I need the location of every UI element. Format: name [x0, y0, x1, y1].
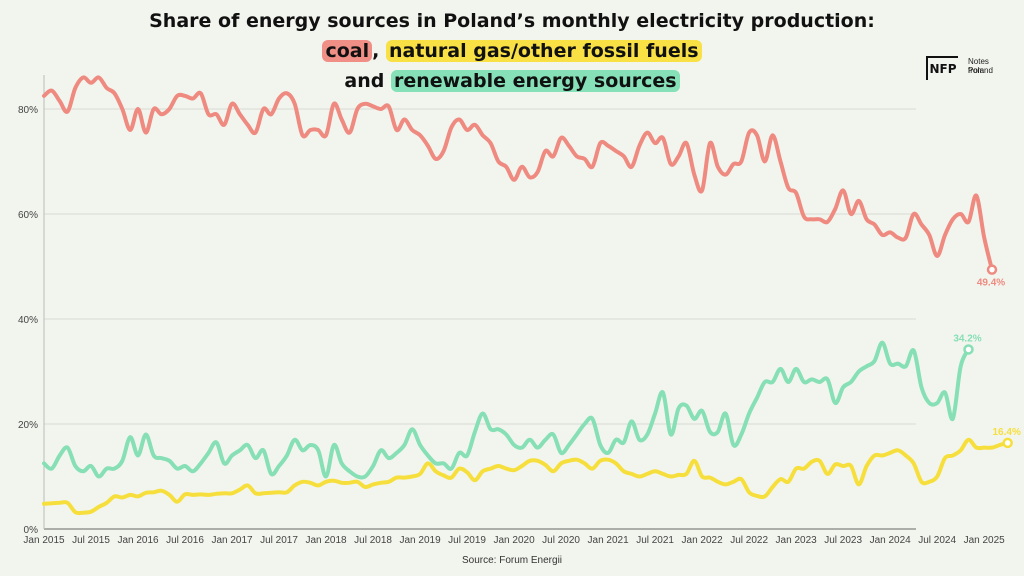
x-tick-label: Jul 2021	[636, 535, 674, 546]
x-tick-label: Jan 2016	[117, 535, 159, 546]
y-tick-label: 60%	[18, 210, 38, 221]
x-tick-label: Jul 2024	[918, 535, 956, 546]
y-tick-label: 20%	[18, 420, 38, 431]
x-tick-label: Jul 2020	[542, 535, 580, 546]
source-note: Source: Forum Energii	[461, 555, 563, 566]
x-tick-label: Jan 2021	[588, 535, 630, 546]
title-line-2: coal, natural gas/other fossil fuels	[0, 36, 1024, 66]
x-tick-label: Jan 2015	[23, 535, 65, 546]
end-markers: 49.4% 16.4% 34.2%	[953, 264, 1021, 449]
y-tick-label: 40%	[18, 315, 38, 326]
title-comma: ,	[372, 40, 380, 62]
end-point-gas	[1002, 437, 1013, 449]
series-line-coal	[42, 75, 994, 272]
x-tick-label: Jul 2015	[72, 535, 110, 546]
x-axis-ticks: Jan 2015 Jul 2015 Jan 2016 Jul 2016 Jan 2017…	[23, 535, 1005, 546]
logo-text-line-2: Poland	[968, 66, 993, 75]
x-tick-label: Jan 2019	[399, 535, 441, 546]
title-line-3: and renewable energy sources	[0, 66, 1024, 96]
title-and: and	[344, 70, 385, 92]
y-tick-label: 80%	[18, 105, 38, 116]
x-tick-label: Jul 2017	[260, 535, 298, 546]
end-label-renewables: 34.2%	[953, 333, 981, 344]
x-tick-label: Jul 2022	[730, 535, 768, 546]
end-point-renewables	[963, 344, 974, 355]
title-line-1: Share of energy sources in Poland’s mont…	[149, 10, 875, 32]
end-point-coal	[986, 264, 998, 275]
end-label-coal: 49.4%	[977, 278, 1005, 289]
logo-text-line-1: Notes from	[968, 57, 989, 75]
title-coal-highlight: coal	[322, 40, 373, 62]
series-line-gas	[42, 437, 1010, 516]
gridlines	[43, 75, 916, 530]
x-tick-label: Jul 2016	[166, 535, 204, 546]
logo-mark: NFP	[926, 56, 958, 80]
x-tick-label: Jul 2019	[448, 535, 486, 546]
title-renewables-highlight: renewable energy sources	[390, 70, 680, 92]
x-tick-label: Jan 2017	[211, 535, 253, 546]
x-tick-label: Jan 2024	[870, 535, 912, 546]
series-lines	[42, 75, 1010, 516]
x-tick-label: Jul 2023	[824, 535, 862, 546]
nfp-logo: NFP Notes from Poland	[926, 52, 1006, 92]
y-axis-ticks: 0% 20% 40% 60% 80%	[18, 105, 38, 536]
x-tick-label: Jan 2020	[494, 535, 536, 546]
chart-title: Share of energy sources in Poland’s mont…	[0, 6, 1024, 96]
x-tick-label: Jan 2018	[305, 535, 347, 546]
x-tick-label: Jan 2025	[964, 535, 1006, 546]
series-line-renewables	[42, 340, 971, 480]
y-tick-label: 0%	[24, 525, 39, 536]
end-label-gas: 16.4%	[992, 427, 1020, 438]
x-tick-label: Jul 2018	[354, 535, 392, 546]
title-gas-highlight: natural gas/other fossil fuels	[385, 40, 702, 62]
x-tick-label: Jan 2022	[682, 535, 724, 546]
x-tick-label: Jan 2023	[776, 535, 818, 546]
